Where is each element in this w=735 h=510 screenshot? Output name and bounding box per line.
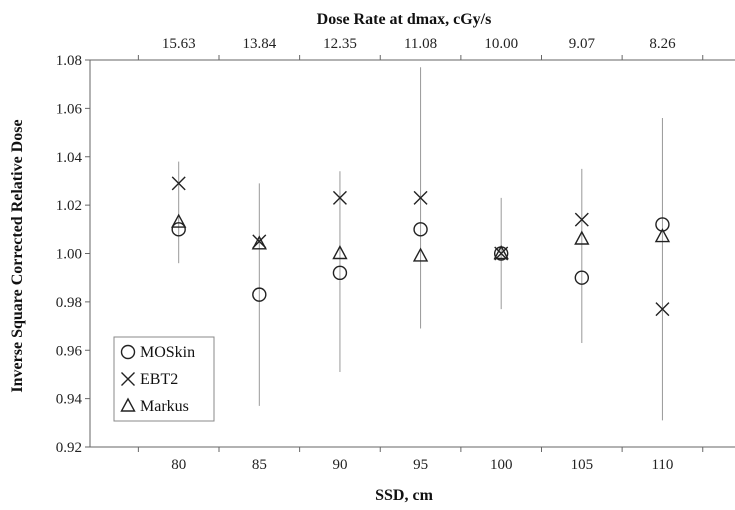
- data-point-moskin: [413, 222, 428, 237]
- data-point-ebt2: [574, 212, 589, 227]
- data-point-ebt2: [655, 302, 670, 317]
- data-point-markus: [332, 245, 348, 260]
- data-point-markus: [412, 247, 429, 262]
- x-tick-label: 90: [332, 457, 347, 473]
- y-tick-label: 0.98: [56, 295, 82, 311]
- data-point-moskin: [332, 265, 348, 281]
- data-point-ebt2: [332, 190, 347, 205]
- x-tick-label: 95: [413, 457, 428, 473]
- data-point-markus: [493, 245, 509, 260]
- legend-marker-markus: [120, 397, 136, 412]
- data-point-ebt2: [171, 176, 186, 191]
- y-tick-label: 1.00: [56, 247, 82, 263]
- data-point-markus: [654, 228, 671, 243]
- top-axis-title: Dose Rate at dmax, cGy/s: [317, 11, 492, 28]
- legend-label-moskin: MOSkin: [140, 344, 195, 361]
- y-tick-label: 1.06: [56, 101, 83, 117]
- legend-marker-moskin: [120, 344, 136, 360]
- top-tick-label: 13.84: [242, 36, 276, 52]
- legend-label-markus: Markus: [140, 398, 189, 415]
- y-tick-label: 0.96: [56, 343, 83, 359]
- top-tick-label: 10.00: [484, 36, 518, 52]
- legend-label-ebt2: EBT2: [140, 371, 178, 388]
- top-tick-label: 11.08: [404, 36, 437, 52]
- data-point-moskin: [171, 222, 186, 237]
- y-tick-label: 1.02: [56, 198, 82, 214]
- data-point-markus: [171, 213, 187, 228]
- y-tick-label: 1.04: [56, 150, 83, 166]
- data-point-markus: [574, 230, 590, 245]
- x-tick-label: 100: [490, 457, 513, 473]
- data-point-moskin: [252, 287, 267, 302]
- top-tick-label: 9.07: [569, 36, 596, 52]
- data-point-ebt2: [413, 190, 428, 205]
- legend-box: [113, 336, 215, 422]
- top-tick-label: 8.26: [649, 36, 676, 52]
- legend: MOSkin EBT2 Markus: [113, 336, 215, 422]
- top-tick-label: 15.63: [162, 36, 196, 52]
- x-tick-label: 105: [571, 457, 594, 473]
- y-tick-label: 0.92: [56, 440, 82, 456]
- x-tick-label: 110: [651, 457, 673, 473]
- y-tick-label: 0.94: [56, 392, 83, 408]
- x-tick-label: 85: [252, 457, 267, 473]
- plot-area: 0.92 0.94 0.96 0.98 1.00 1.02 1.04 1.06 1.08 80 15…: [56, 36, 735, 473]
- data-point-moskin: [574, 270, 590, 285]
- y-tick-label: 1.08: [56, 53, 82, 69]
- top-tick-label: 12.35: [323, 36, 357, 52]
- legend-marker-ebt2: [121, 372, 135, 386]
- data-point-markus: [251, 235, 267, 250]
- x-axis-title: SSD, cm: [375, 487, 433, 504]
- x-tick-label: 80: [171, 457, 186, 473]
- y-axis-title: Inverse Square Corrected Relative Dose: [9, 119, 26, 392]
